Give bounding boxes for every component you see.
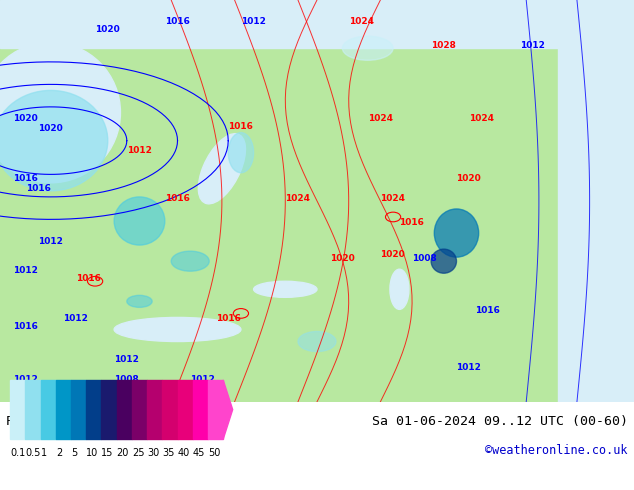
Ellipse shape [228,133,254,173]
Bar [147,380,162,439]
Text: 1016: 1016 [25,184,51,194]
Text: 1016: 1016 [476,306,500,316]
Text: 1008: 1008 [114,375,139,384]
Text: 1012: 1012 [13,266,37,275]
Text: 1024: 1024 [380,194,405,203]
Ellipse shape [434,209,479,257]
Text: 1016: 1016 [216,315,240,323]
Text: 0.5: 0.5 [25,448,41,458]
Bar [101,380,117,439]
Bar [558,0,634,402]
Ellipse shape [0,42,120,183]
Text: 1012: 1012 [520,41,545,50]
Text: 1012: 1012 [456,363,481,371]
Text: 1016: 1016 [399,218,424,227]
Ellipse shape [171,251,209,271]
Bar [10,380,25,439]
Text: 1016: 1016 [13,322,37,331]
Text: 0.1: 0.1 [10,448,25,458]
Bar [56,380,71,439]
Text: 2: 2 [56,448,62,458]
Text: 5: 5 [71,448,77,458]
Bar [86,380,101,439]
Bar [25,380,41,439]
Text: 1020: 1020 [330,254,354,263]
Text: 1: 1 [41,448,47,458]
Text: 30: 30 [147,448,159,458]
Bar [117,380,132,439]
Text: Precipitation [mm] ECMWF: Precipitation [mm] ECMWF [6,415,198,428]
Ellipse shape [298,331,336,352]
Text: 45: 45 [193,448,205,458]
Ellipse shape [342,36,393,60]
Text: 1020: 1020 [456,174,481,183]
Bar [193,380,208,439]
Ellipse shape [127,295,152,307]
Text: 1024: 1024 [469,114,494,122]
Text: 1016: 1016 [228,122,253,130]
Text: 1016: 1016 [76,274,101,283]
Text: 1012: 1012 [114,355,139,364]
Ellipse shape [390,269,409,309]
Bar [132,380,147,439]
Bar [162,380,178,439]
Bar [71,380,86,439]
Text: 1016: 1016 [165,194,190,203]
Text: Sa 01-06-2024 09..12 UTC (00-60): Sa 01-06-2024 09..12 UTC (00-60) [372,415,628,428]
Text: 1020: 1020 [38,124,63,133]
Text: 1012: 1012 [127,146,152,155]
Bar [178,380,193,439]
Ellipse shape [114,318,241,342]
Text: 1020: 1020 [95,25,120,34]
Bar [208,380,223,439]
Text: 1016: 1016 [13,174,37,183]
Text: 1012: 1012 [190,375,215,384]
Text: 1008: 1008 [412,254,437,263]
Ellipse shape [114,197,165,245]
Text: 25: 25 [132,448,145,458]
Text: 1012: 1012 [38,237,63,245]
Text: 1012: 1012 [63,315,88,323]
Text: 1020: 1020 [380,250,405,259]
Text: 1024: 1024 [368,114,392,122]
Text: 20: 20 [117,448,129,458]
Text: 1028: 1028 [431,41,456,50]
Text: 1012: 1012 [241,17,266,26]
Text: 1020: 1020 [13,114,37,122]
Text: 10: 10 [86,448,98,458]
Text: ©weatheronline.co.uk: ©weatheronline.co.uk [485,444,628,457]
Text: 50: 50 [208,448,221,458]
Bar [0,0,634,48]
Bar [41,380,56,439]
Text: 1024: 1024 [349,17,373,26]
Text: 1016: 1016 [165,17,190,26]
Ellipse shape [254,281,317,297]
Text: 1012: 1012 [13,375,37,384]
FancyArrow shape [223,380,233,439]
Ellipse shape [0,90,108,191]
Ellipse shape [198,134,245,204]
Text: 1024: 1024 [285,194,310,203]
Text: 35: 35 [162,448,175,458]
Text: 15: 15 [101,448,114,458]
Ellipse shape [431,249,456,273]
Text: 40: 40 [178,448,190,458]
